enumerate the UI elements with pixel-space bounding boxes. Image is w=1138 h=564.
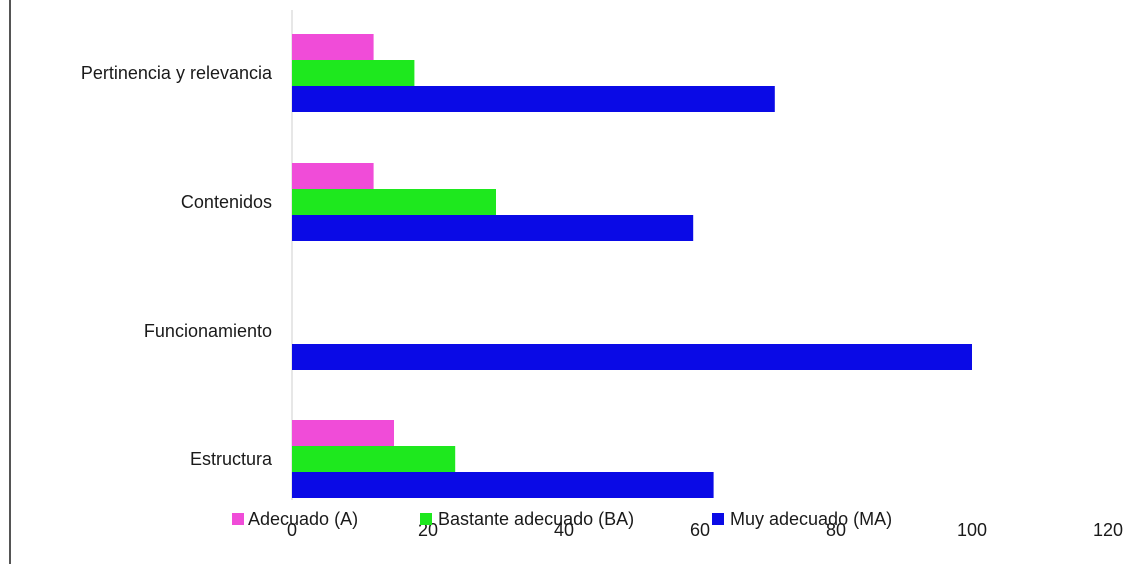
x-tick-labels: 0 20 40 60 80 100 120: [287, 520, 1123, 540]
bar-adecuado: [292, 420, 394, 446]
bar-bastante-adecuado: [292, 446, 456, 472]
legend-swatch: [712, 513, 724, 525]
bar-adecuado: [292, 163, 374, 189]
legend-swatch: [420, 513, 432, 525]
legend-label: Adecuado (A): [248, 509, 358, 529]
bars: [292, 34, 972, 498]
x-tick-label: 80: [826, 520, 846, 540]
x-tick-label: 0: [287, 520, 297, 540]
category-label: Contenidos: [181, 192, 272, 212]
x-tick-label: 100: [957, 520, 987, 540]
category-label: Pertinencia y relevancia: [81, 63, 273, 83]
bar-muy-adecuado: [292, 215, 694, 241]
category-label: Estructura: [190, 449, 273, 469]
x-tick-label: 60: [690, 520, 710, 540]
bar-adecuado: [292, 34, 374, 60]
category-labels: Pertinencia y relevancia Contenidos Funcio…: [81, 63, 273, 469]
bar-muy-adecuado: [292, 86, 775, 112]
legend-swatch: [232, 513, 244, 525]
x-tick-label: 120: [1093, 520, 1123, 540]
legend: Adecuado (A) Bastante adecuado (BA) Muy ad…: [232, 509, 892, 529]
bar-muy-adecuado: [292, 472, 714, 498]
bar-bastante-adecuado: [292, 60, 415, 86]
bar-bastante-adecuado: [292, 189, 496, 215]
x-tick-label: 40: [554, 520, 574, 540]
bar-muy-adecuado: [292, 344, 972, 370]
legend-label: Bastante adecuado (BA): [438, 509, 634, 529]
category-label: Funcionamiento: [144, 321, 272, 341]
legend-label: Muy adecuado (MA): [730, 509, 892, 529]
